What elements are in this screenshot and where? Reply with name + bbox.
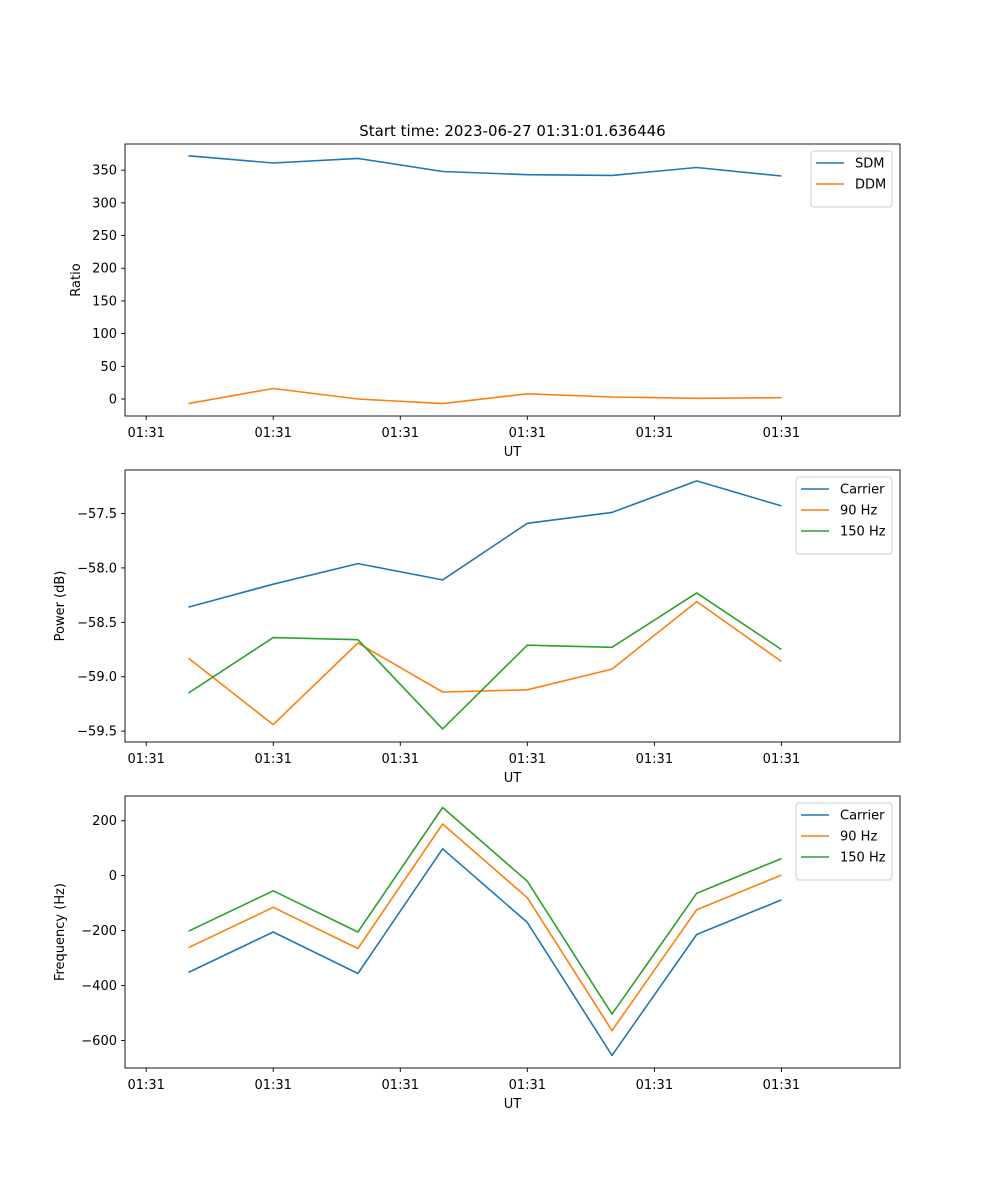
y-tick-label: −58.0 [77, 561, 117, 576]
y-tick-label: −400 [81, 979, 117, 994]
x-tick-label: 01:31 [636, 752, 673, 767]
x-tick-label: 01:31 [636, 1078, 673, 1093]
y-tick-label: 0 [109, 393, 117, 408]
y-tick-label: 300 [92, 196, 117, 211]
x-axis-label: UT [504, 771, 522, 786]
legend: SDM DDM [810, 150, 893, 208]
y-tick-label: −59.5 [77, 725, 117, 740]
y-tick-label: −58.5 [77, 616, 117, 631]
x-tick-label: 01:31 [254, 1078, 291, 1093]
legend: Carrier 90 Hz 150 Hz [795, 802, 893, 881]
x-tick-label: 01:31 [509, 426, 546, 441]
x-tick-label: 01:31 [382, 752, 419, 767]
series-line [188, 847, 782, 1057]
y-tick-label: −600 [81, 1034, 117, 1049]
chart-panel-3: 01:31 01:31 01:31 01:31 01:31 01:31 −600 −400 −2… [53, 795, 901, 1112]
x-tick-label: 01:31 [127, 752, 164, 767]
series-line [188, 592, 782, 730]
series-line [188, 387, 782, 405]
legend-box [810, 150, 893, 208]
legend-label: DDM [855, 178, 886, 193]
y-tick-label: 0 [109, 869, 117, 884]
x-axis-label: UT [504, 445, 522, 460]
x-axis-label: UT [504, 1097, 522, 1112]
x-tick-label: 01:31 [127, 1078, 164, 1093]
x-tick-label: 01:31 [509, 752, 546, 767]
x-tick-label: 01:31 [382, 426, 419, 441]
series-line [188, 600, 782, 726]
series-line [188, 823, 782, 1032]
legend-label: Carrier [840, 809, 885, 824]
chart-panel-2: 01:31 01:31 01:31 01:31 01:31 01:31 −59.5 −59.0… [53, 469, 901, 786]
x-tick-label: 01:31 [763, 426, 800, 441]
figure-title: Start time: 2023-06-27 01:31:01.636446 [359, 122, 665, 140]
y-tick-label: −200 [81, 924, 117, 939]
y-tick-label: −59.0 [77, 670, 117, 685]
y-tick-label: 350 [92, 164, 117, 179]
y-tick-label: 200 [92, 262, 117, 277]
x-tick-label: 01:31 [382, 1078, 419, 1093]
y-axis-label: Frequency (Hz) [53, 883, 68, 981]
legend-box [795, 802, 893, 881]
y-tick-label: 200 [92, 814, 117, 829]
x-tick-label: 01:31 [763, 752, 800, 767]
axes-frame [124, 469, 901, 743]
y-tick-label: −57.5 [77, 507, 117, 522]
x-tick-label: 01:31 [254, 752, 291, 767]
legend-label: Carrier [840, 483, 885, 498]
y-tick-label: 50 [100, 360, 117, 375]
y-tick-label: 150 [92, 294, 117, 309]
legend-label: SDM [855, 157, 884, 172]
series-line [188, 155, 782, 177]
x-tick-label: 01:31 [509, 1078, 546, 1093]
legend-label: 150 Hz [840, 525, 886, 540]
x-tick-label: 01:31 [636, 426, 673, 441]
y-axis-label: Ratio [69, 263, 84, 296]
legend: Carrier 90 Hz 150 Hz [795, 476, 893, 555]
x-tick-label: 01:31 [254, 426, 291, 441]
series-line [188, 480, 782, 608]
y-axis-label: Power (dB) [53, 571, 68, 642]
axes-frame [124, 795, 901, 1069]
axes-frame [124, 143, 901, 417]
x-tick-label: 01:31 [127, 426, 164, 441]
legend-box [795, 476, 893, 555]
chart-panel-1: 01:31 01:31 01:31 01:31 01:31 01:31 0 50 100 150 2… [69, 143, 901, 460]
legend-label: 150 Hz [840, 851, 886, 866]
legend-label: 90 Hz [840, 830, 877, 845]
y-tick-label: 100 [92, 327, 117, 342]
legend-label: 90 Hz [840, 504, 877, 519]
series-line [188, 806, 782, 1015]
y-tick-label: 250 [92, 229, 117, 244]
x-tick-label: 01:31 [763, 1078, 800, 1093]
